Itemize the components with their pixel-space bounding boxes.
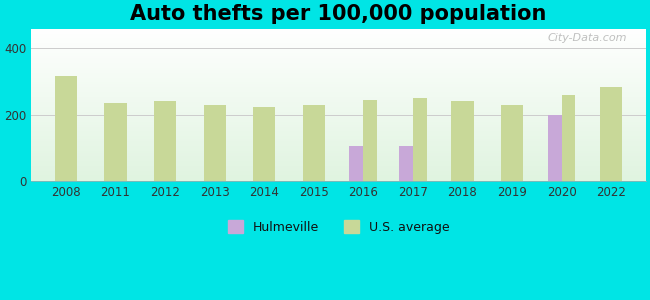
Bar (548, 116, 562, 181)
Bar (105, 103, 127, 181)
Bar (501, 105, 523, 181)
Bar (154, 101, 176, 181)
Text: City-Data.com: City-Data.com (548, 33, 627, 43)
Bar (399, 146, 413, 181)
Bar (363, 100, 377, 181)
Bar (600, 86, 622, 181)
Bar (413, 98, 427, 181)
Bar (451, 101, 474, 181)
Legend: Hulmeville, U.S. average: Hulmeville, U.S. average (222, 215, 454, 239)
Bar (203, 105, 226, 181)
Bar (303, 105, 325, 181)
Bar (253, 107, 276, 181)
Bar (350, 146, 363, 181)
Title: Auto thefts per 100,000 population: Auto thefts per 100,000 population (131, 4, 547, 24)
Bar (55, 76, 77, 181)
Bar (562, 95, 575, 181)
